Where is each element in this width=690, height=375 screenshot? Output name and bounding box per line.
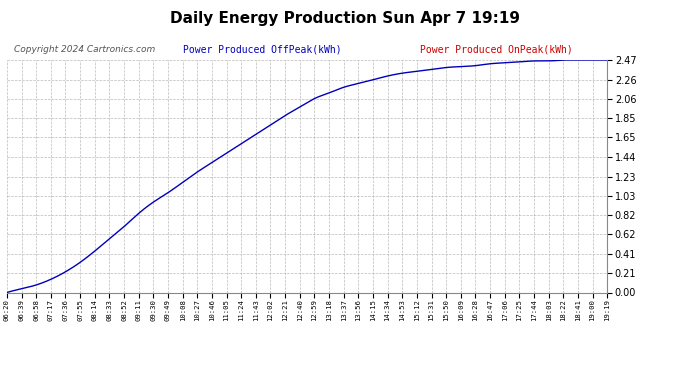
Text: Daily Energy Production Sun Apr 7 19:19: Daily Energy Production Sun Apr 7 19:19 xyxy=(170,11,520,26)
Text: Power Produced OffPeak(kWh): Power Produced OffPeak(kWh) xyxy=(183,45,342,55)
Text: Power Produced OnPeak(kWh): Power Produced OnPeak(kWh) xyxy=(420,45,573,55)
Text: Copyright 2024 Cartronics.com: Copyright 2024 Cartronics.com xyxy=(14,45,155,54)
